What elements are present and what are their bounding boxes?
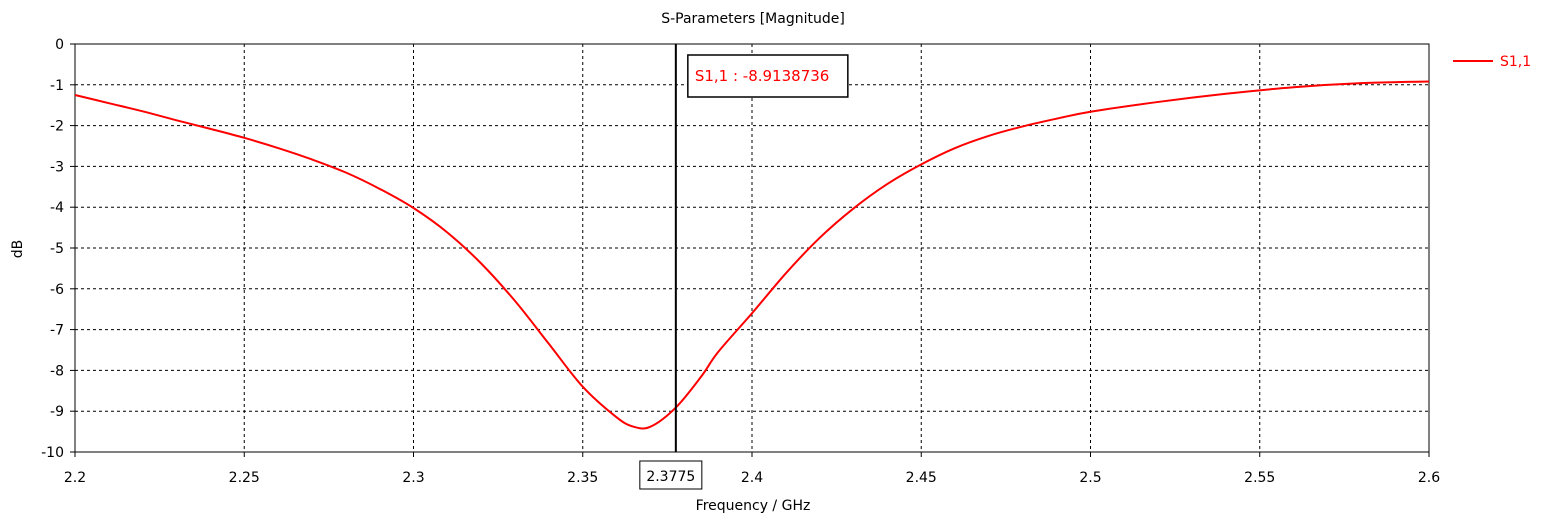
y-tick-label: -7: [50, 323, 64, 339]
y-tick-label: -2: [50, 119, 64, 135]
tick-marks: [70, 43, 1430, 457]
x-tick-label: 2.55: [1244, 470, 1275, 486]
x-axis-title: Frequency / GHz: [696, 498, 811, 514]
x-tick-label: 2.25: [229, 470, 260, 486]
legend-label-s11: S1,1: [1500, 54, 1531, 70]
series-layer: [74, 80, 1430, 430]
y-tick-label: -6: [50, 282, 64, 298]
grid-lines: [75, 44, 1429, 452]
legend[interactable]: S1,1: [1453, 54, 1531, 70]
y-tick-label: -9: [50, 404, 64, 420]
x-tick-label: 2.2: [64, 470, 86, 486]
marker-x-label-box: [639, 460, 703, 490]
y-tick-label: 0: [55, 37, 64, 53]
chart-title: S-Parameters [Magnitude]: [661, 11, 845, 27]
y-tick-label: -4: [50, 200, 64, 216]
x-tick-label: 2.5: [1079, 470, 1101, 486]
series-line-s11: [74, 80, 1430, 430]
y-tick-labels: 0 -1 -2 -3 -4 -5 -6 -7 -8 -9 -10: [41, 37, 64, 461]
x-tick-labels: 2.2 2.25 2.3 2.35 2.4 2.45 2.5 2.55 2.6: [64, 470, 1440, 486]
marker-x-label-text: 2.3775: [646, 469, 695, 485]
y-tick-label: -8: [50, 363, 64, 379]
y-tick-label: -1: [50, 78, 64, 94]
x-tick-label: 2.6: [1418, 470, 1440, 486]
marker-x-label: 2.3775: [639, 460, 703, 490]
marker-readout-text: S1,1 : -8.9138736: [695, 67, 830, 85]
y-tick-label: -10: [41, 445, 64, 461]
marker-readout-box: [687, 54, 849, 98]
x-tick-label: 2.4: [741, 470, 763, 486]
y-axis-title: dB: [10, 240, 26, 259]
x-tick-label: 2.45: [906, 470, 937, 486]
plot-frame: [74, 43, 1430, 453]
y-tick-label: -3: [50, 159, 64, 175]
x-tick-label: 2.35: [567, 470, 598, 486]
y-tick-label: -5: [50, 241, 64, 257]
marker-readout[interactable]: S1,1 : -8.9138736: [687, 54, 849, 98]
x-tick-label: 2.3: [402, 470, 424, 486]
